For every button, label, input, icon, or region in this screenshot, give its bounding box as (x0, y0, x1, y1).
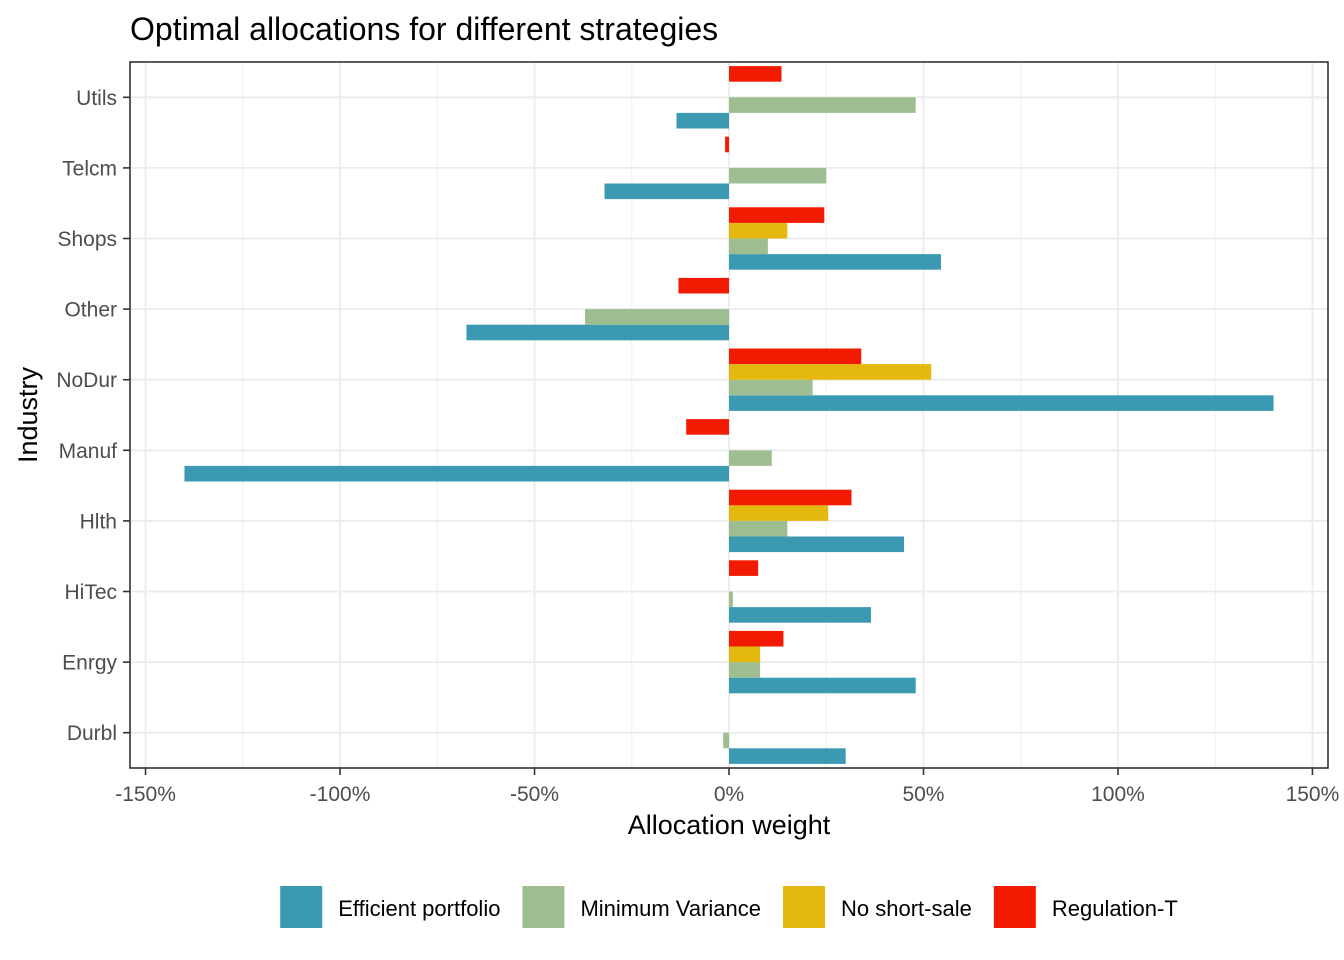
bar-efficient-portfolio-durbl (729, 748, 846, 764)
bar-minimum-variance-enrgy (729, 662, 761, 678)
y-tick-label-hlth: Hlth (80, 510, 117, 533)
bar-minimum-variance-other (585, 309, 729, 325)
y-tick-label-other: Other (64, 299, 117, 322)
legend-key (783, 886, 825, 928)
legend-label: No short-sale (841, 896, 972, 921)
bar-efficient-portfolio-utils (676, 112, 729, 129)
bar-minimum-variance-hlth (729, 520, 788, 537)
bar-minimum-variance-utils (729, 97, 916, 113)
legend-key (993, 886, 1036, 928)
bar-regulation-t-shops (729, 207, 825, 223)
x-tick-label: 150% (1286, 783, 1340, 806)
bar-no-short-sale-hlth (729, 505, 829, 521)
x-axis: -150% -100% -50% 0% 50% 100% 150% (115, 768, 1339, 806)
bar-minimum-variance-telcm (729, 167, 827, 184)
bar-minimum-variance-shops (729, 238, 768, 255)
bar-minimum-variance-hitec (729, 591, 733, 608)
y-axis-label: Industry (13, 366, 43, 463)
legend-label: Regulation-T (1052, 896, 1178, 921)
y-tick-label-enrgy: Enrgy (62, 652, 117, 675)
legend-label: Efficient portfolio (338, 896, 500, 921)
y-tick-label-manuf: Manuf (59, 440, 118, 463)
bar-efficient-portfolio-other (466, 324, 729, 341)
y-axis: Durbl Enrgy HiTec Hlth Manuf NoDur Other Shops T… (56, 87, 130, 745)
bar-minimum-variance-manuf (729, 450, 772, 466)
legend-item: Minimum Variance (522, 886, 761, 928)
legend-item: Regulation-T (993, 886, 1178, 928)
bar-efficient-portfolio-hitec (729, 607, 871, 623)
x-tick-label: -50% (510, 783, 559, 806)
y-tick-label-nodur: NoDur (56, 369, 117, 392)
bar-regulation-t-enrgy (729, 630, 784, 647)
bars (184, 66, 1274, 764)
bar-efficient-portfolio-shops (729, 254, 941, 270)
bar-minimum-variance-durbl (723, 732, 729, 749)
x-tick-label: -100% (310, 783, 371, 806)
bar-efficient-portfolio-enrgy (729, 677, 916, 694)
bar-regulation-t-nodur (729, 348, 862, 365)
bar-efficient-portfolio-manuf (184, 465, 730, 482)
bar-efficient-portfolio-telcm (604, 183, 729, 200)
bar-regulation-t-hlth (729, 489, 852, 506)
x-axis-label: Allocation weight (628, 810, 831, 840)
y-tick-label-telcm: Telcm (62, 157, 117, 180)
bar-minimum-variance-nodur (729, 379, 813, 396)
bar-no-short-sale-shops (729, 222, 788, 239)
bar-regulation-t-other (678, 277, 729, 294)
bar-efficient-portfolio-hlth (729, 536, 905, 553)
bar-regulation-t-hitec (729, 560, 759, 576)
bar-regulation-t-utils (729, 66, 782, 82)
y-tick-label-utils: Utils (76, 87, 117, 110)
legend-item: Efficient portfolio (280, 886, 500, 928)
bar-no-short-sale-nodur (729, 364, 932, 380)
y-tick-label-hitec: HiTec (64, 581, 117, 604)
bar-no-short-sale-enrgy (729, 646, 761, 663)
x-tick-label: -150% (115, 783, 176, 806)
x-tick-label: 50% (902, 783, 944, 806)
x-tick-label: 100% (1091, 783, 1145, 806)
x-tick-label: 0% (714, 783, 744, 806)
legend-item: No short-sale (783, 886, 972, 928)
bar-regulation-t-telcm (725, 136, 729, 153)
legend-key (522, 886, 565, 928)
y-tick-label-shops: Shops (57, 228, 117, 251)
legend-label: Minimum Variance (580, 896, 761, 921)
chart-title: Optimal allocations for different strate… (130, 11, 718, 47)
y-tick-label-durbl: Durbl (67, 722, 117, 745)
legend-key (280, 886, 323, 928)
legend: Efficient portfolio Minimum Variance No sh… (280, 886, 1178, 928)
bar-regulation-t-manuf (686, 419, 729, 435)
bar-efficient-portfolio-nodur (729, 395, 1274, 411)
